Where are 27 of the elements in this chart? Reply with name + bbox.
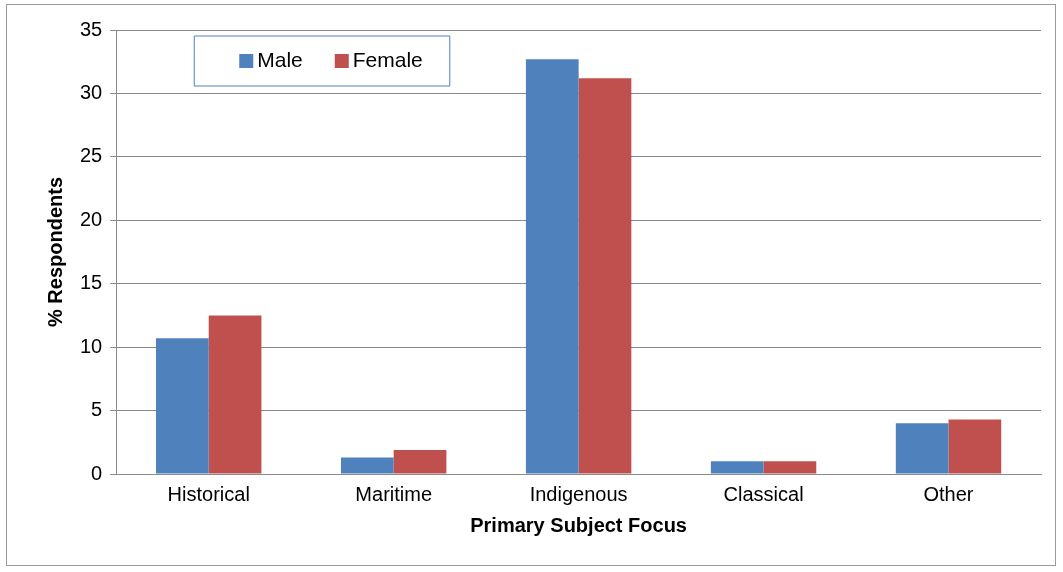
x-tick-label: Classical <box>723 482 804 505</box>
bar <box>948 419 1002 474</box>
y-tick-label: 10 <box>80 334 103 357</box>
y-tick-label: 30 <box>80 80 103 103</box>
bar <box>578 78 632 474</box>
x-axis-title: Primary Subject Focus <box>470 513 687 536</box>
x-tick-label: Maritime <box>355 482 433 505</box>
y-tick-label: 25 <box>80 144 103 167</box>
x-tick-label: Indigenous <box>529 482 628 505</box>
legend-label: Female <box>352 47 423 71</box>
bar <box>710 461 764 474</box>
y-axis-title: % Respondents <box>43 176 66 328</box>
y-tick-label: 15 <box>80 271 103 294</box>
y-tick-label: 0 <box>91 461 103 484</box>
y-tick-label: 35 <box>80 17 103 40</box>
bar <box>208 315 262 474</box>
bar <box>393 449 447 474</box>
y-tick-label: 20 <box>80 207 103 230</box>
bar <box>156 338 209 474</box>
legend-label: Male <box>257 47 303 71</box>
x-tick-label: Other <box>923 482 974 505</box>
bar <box>895 423 949 474</box>
bar <box>763 461 817 474</box>
y-tick-label: 5 <box>91 398 103 421</box>
bar <box>340 457 394 474</box>
bar <box>525 59 579 474</box>
x-tick-label: Historical <box>167 482 250 505</box>
